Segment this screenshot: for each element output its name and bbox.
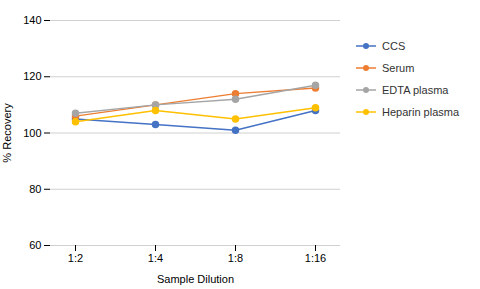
svg-text:140: 140 xyxy=(23,14,41,26)
svg-text:1:16: 1:16 xyxy=(305,252,326,264)
svg-text:100: 100 xyxy=(23,127,41,139)
svg-text:1:4: 1:4 xyxy=(148,252,163,264)
html-text:Heparin plasma: Heparin plasma xyxy=(382,106,459,118)
html-text:Serum: Serum xyxy=(382,62,415,74)
svg-text:60: 60 xyxy=(29,239,41,251)
svg-text:1:2: 1:2 xyxy=(68,252,83,264)
html-text:CCS: CCS xyxy=(382,40,406,52)
svg-text:Sample Dilution: Sample Dilution xyxy=(157,273,234,285)
html-text:EDTA plasma: EDTA plasma xyxy=(382,84,449,96)
svg-text:% Recovery: % Recovery xyxy=(1,103,13,163)
svg-text:120: 120 xyxy=(23,70,41,82)
svg-text:80: 80 xyxy=(29,183,41,195)
svg-text:1:8: 1:8 xyxy=(228,252,243,264)
